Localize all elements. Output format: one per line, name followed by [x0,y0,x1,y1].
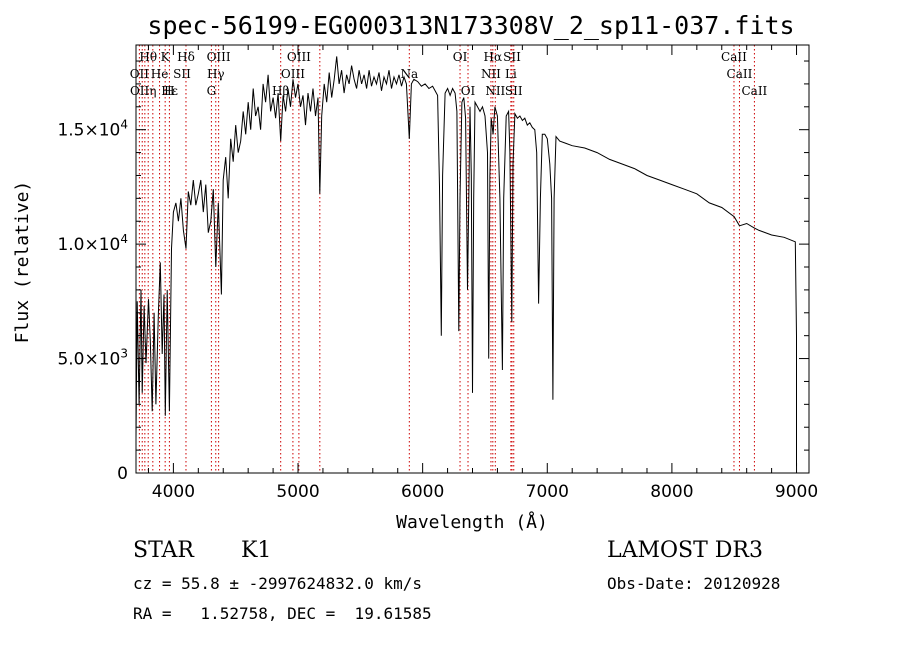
x-tick-label: 4000 [152,482,195,502]
spectral-line-label: OII [130,67,150,81]
y-tick-exponent: 3 [120,347,128,361]
object-class: STAR [133,538,194,563]
x-axis-label: Wavelength (Å) [396,511,548,533]
x-axis-ticks: 4000 5000 6000 7000 8000 9000 [147,45,818,502]
spectral-line-label: SII [505,84,523,98]
spectral-line-label: η [149,84,156,98]
spectral-line-label: CaII [727,67,753,81]
spectral-line-label: Hθ [139,50,157,64]
y-tick-label: 1.5×104 [57,118,128,141]
spectral-line-label: NII [481,67,501,81]
survey-name: LAMOST DR3 [607,538,763,563]
y-tick-mantissa: 5.0×10 [57,350,120,370]
y-axis-label: Flux (relative) [12,181,33,344]
spectral-marker-lines [138,45,755,473]
y-tick-mantissa: 1.0×10 [57,235,120,255]
spectral-line-label: OIII [287,50,311,64]
chart-title: spec-56199-EG000313N173308V_2_sp11-037.f… [147,11,794,40]
spectral-line-label: Hβ [272,84,289,98]
spectral-line-label: NII [485,84,505,98]
spectral-line-label: Hδ [177,50,195,64]
x-tick-label: 6000 [401,482,444,502]
spectral-line-label: Hε [161,84,178,98]
spectral-line-label: OIII [281,67,305,81]
y-tick-label: 1.0×104 [57,232,128,255]
spectral-line-label: K [161,50,171,64]
y-tick-mantissa: 0 [117,464,128,484]
object-subclass: K1 [241,538,272,563]
spectral-line-label: Hγ [207,67,225,81]
spectral-line-label: OI [453,50,468,64]
spectral-line-label: OIII [207,50,231,64]
spectral-line-label: Li [505,67,517,81]
x-tick-label: 7000 [526,482,569,502]
x-tick-label: 5000 [276,482,319,502]
spectral-line-label: He [151,67,169,81]
spectral-line-label: OII [130,84,150,98]
redshift-text: cz = 55.8 ± -2997624832.0 km/s [133,574,422,593]
spectral-line-label: CaII [721,50,747,64]
spectral-line-label: CaII [741,84,767,98]
obs-date: Obs-Date: 20120928 [607,574,781,593]
spectral-line-label: Hα [484,50,503,64]
spectral-line-label: H [164,84,174,98]
plot-frame [135,44,810,474]
spectral-line-label: OI [461,84,476,98]
spectral-line-label: Na [400,67,418,81]
spectral-line-label: G [207,84,217,98]
y-tick-mantissa: 1.5×10 [57,121,120,141]
spectral-line-label: SII [173,67,191,81]
spectrum-line [135,56,797,467]
x-tick-label: 9000 [775,482,818,502]
y-tick-label: 5.0×103 [57,347,128,370]
x-tick-label: 8000 [650,482,693,502]
y-tick-label: 0 [117,464,128,484]
coordinates: RA = 1.52758, DEC = 19.61585 [133,604,432,623]
spectral-line-label: SII [503,50,521,64]
y-tick-exponent: 4 [120,118,128,132]
y-tick-exponent: 4 [120,232,128,246]
